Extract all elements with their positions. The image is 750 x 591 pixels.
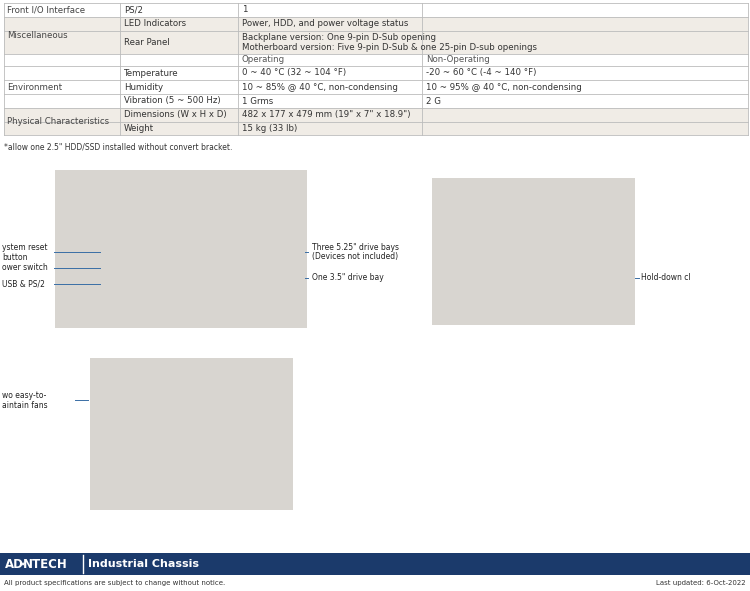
Bar: [4, 54, 120, 66]
Text: Humidity: Humidity: [124, 83, 164, 92]
Bar: [4, 122, 748, 135]
Text: wo easy-to-: wo easy-to-: [2, 391, 46, 400]
Text: Operating: Operating: [242, 56, 285, 64]
Text: Hold-down cl: Hold-down cl: [641, 274, 691, 282]
Text: ⋆: ⋆: [19, 559, 26, 569]
Text: Environment: Environment: [7, 83, 62, 92]
Text: Miscellaneous: Miscellaneous: [7, 31, 68, 40]
Bar: [4, 80, 748, 94]
Text: *allow one 2.5" HDD/SSD installed without convert bracket.: *allow one 2.5" HDD/SSD installed withou…: [4, 143, 232, 152]
Bar: [4, 66, 120, 108]
Text: Physical Characteristics: Physical Characteristics: [7, 117, 109, 126]
Text: Power, HDD, and power voltage status: Power, HDD, and power voltage status: [242, 20, 408, 28]
Bar: [0, 553, 750, 575]
Text: One 3.5" drive bay: One 3.5" drive bay: [312, 274, 384, 282]
Bar: [4, 108, 120, 135]
Text: 2 G: 2 G: [426, 96, 441, 106]
Text: -20 ~ 60 °C (-4 ~ 140 °F): -20 ~ 60 °C (-4 ~ 140 °F): [426, 69, 536, 77]
Text: (Devices not included): (Devices not included): [312, 252, 398, 261]
Bar: [4, 66, 748, 80]
Text: All product specifications are subject to change without notice.: All product specifications are subject t…: [4, 580, 225, 586]
Text: 10 ~ 85% @ 40 °C, non-condensing: 10 ~ 85% @ 40 °C, non-condensing: [242, 83, 398, 92]
Bar: [4, 17, 120, 54]
Text: 15 kg (33 lb): 15 kg (33 lb): [242, 124, 297, 133]
Bar: [4, 108, 748, 122]
Bar: [4, 17, 748, 31]
Text: 10 ~ 95% @ 40 °C, non-condensing: 10 ~ 95% @ 40 °C, non-condensing: [426, 83, 582, 92]
Text: USB & PS/2: USB & PS/2: [2, 280, 45, 288]
Bar: [90, 358, 293, 510]
Text: Dimensions (W x H x D): Dimensions (W x H x D): [124, 111, 226, 119]
Text: 482 x 177 x 479 mm (19" x 7" x 18.9"): 482 x 177 x 479 mm (19" x 7" x 18.9"): [242, 111, 410, 119]
Text: Weight: Weight: [124, 124, 154, 133]
Text: Vibration (5 ~ 500 Hz): Vibration (5 ~ 500 Hz): [124, 96, 220, 106]
Text: ystem reset: ystem reset: [2, 242, 47, 252]
Bar: [4, 3, 748, 17]
Bar: [0, 575, 750, 591]
Text: Industrial Chassis: Industrial Chassis: [88, 559, 199, 569]
Bar: [4, 31, 748, 54]
Text: Non-Operating: Non-Operating: [426, 56, 490, 64]
Text: AD: AD: [5, 557, 24, 570]
Text: LED Indicators: LED Indicators: [124, 20, 186, 28]
Text: 0 ~ 40 °C (32 ~ 104 °F): 0 ~ 40 °C (32 ~ 104 °F): [242, 69, 346, 77]
Text: Three 5.25" drive bays: Three 5.25" drive bays: [312, 242, 399, 252]
Text: Last updated: 6-Oct-2022: Last updated: 6-Oct-2022: [656, 580, 746, 586]
Text: PS/2: PS/2: [124, 5, 143, 15]
Bar: [432, 178, 635, 325]
Text: button: button: [2, 252, 28, 261]
Text: 1: 1: [242, 5, 248, 15]
Text: Rear Panel: Rear Panel: [124, 38, 170, 47]
Text: NTECH: NTECH: [23, 557, 68, 570]
Text: Motherboard version: Five 9-pin D-Sub & one 25-pin D-sub openings: Motherboard version: Five 9-pin D-Sub & …: [242, 43, 537, 52]
Text: aintain fans: aintain fans: [2, 401, 48, 410]
Text: 1 Grms: 1 Grms: [242, 96, 273, 106]
Text: Temperature: Temperature: [124, 69, 178, 77]
Text: Front I/O Interface: Front I/O Interface: [7, 5, 85, 15]
Text: Backplane version: One 9-pin D-Sub opening: Backplane version: One 9-pin D-Sub openi…: [242, 33, 436, 42]
Bar: [55, 170, 307, 328]
Text: ower switch: ower switch: [2, 264, 48, 272]
Bar: [4, 94, 748, 108]
Bar: [4, 54, 748, 66]
Bar: [4, 3, 120, 17]
